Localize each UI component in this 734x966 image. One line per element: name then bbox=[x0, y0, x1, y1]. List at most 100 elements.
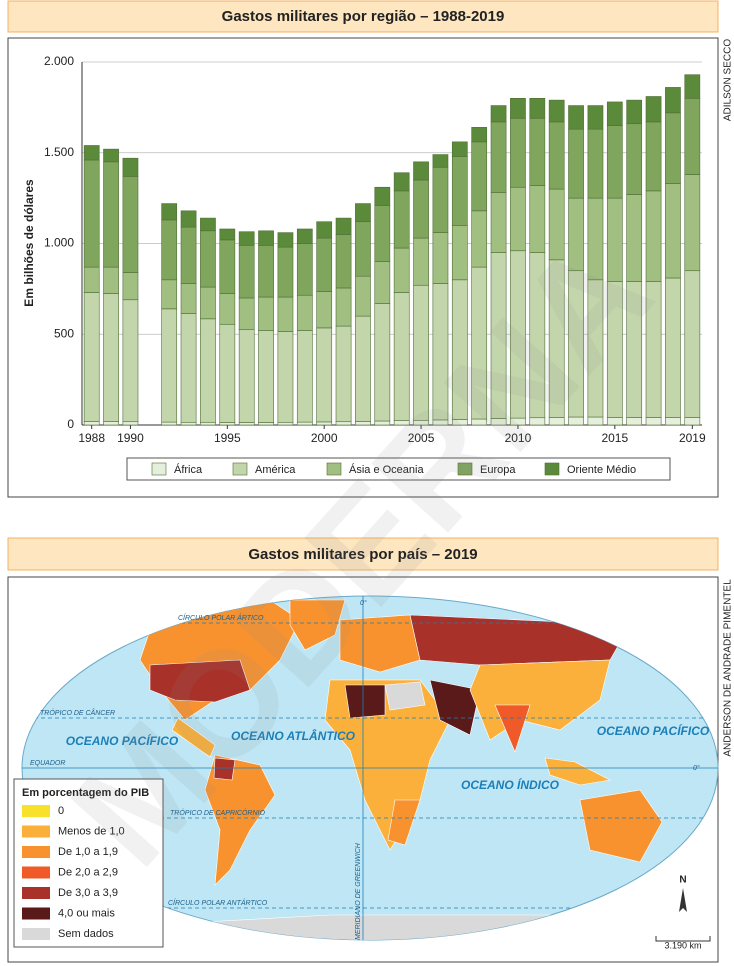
legend-label: De 3,0 a 3,9 bbox=[58, 887, 118, 899]
bar-segment bbox=[529, 117, 546, 186]
legend-label: Menos de 1,0 bbox=[58, 825, 125, 837]
credit: ANDERSON DE ANDRADE PIMENTEL bbox=[723, 579, 734, 757]
bar-segment bbox=[510, 117, 526, 188]
bar-segment bbox=[645, 190, 662, 282]
bar-segment bbox=[258, 230, 274, 246]
bar-segment bbox=[258, 422, 274, 426]
bar-segment bbox=[665, 87, 681, 114]
ocean-label: OCEANO PACÍFICO bbox=[597, 723, 710, 738]
bar-segment bbox=[161, 279, 178, 310]
legend-swatch bbox=[22, 825, 50, 838]
bar-segment bbox=[471, 141, 488, 212]
bar-segment bbox=[568, 128, 584, 199]
legend-label: 0 bbox=[58, 805, 64, 817]
bar-segment bbox=[471, 210, 488, 268]
bar-segment bbox=[548, 121, 565, 190]
bar-segment bbox=[335, 287, 352, 327]
bar-segment bbox=[258, 296, 274, 331]
chart-title: Gastos militares por região – 1988-2019 bbox=[222, 8, 505, 25]
bar-segment bbox=[258, 245, 274, 298]
legend-label: De 2,0 a 2,9 bbox=[58, 866, 118, 878]
bar-segment bbox=[626, 123, 643, 195]
australia bbox=[579, 789, 663, 863]
bar-segment bbox=[451, 225, 468, 281]
bar-segment bbox=[510, 186, 526, 252]
degree: 0° bbox=[693, 764, 700, 772]
bar-segment bbox=[451, 141, 468, 157]
libya bbox=[384, 681, 426, 711]
header bbox=[7, 537, 719, 571]
legend-swatch bbox=[151, 462, 167, 476]
legend-label: 4,0 ou mais bbox=[58, 907, 115, 919]
colombia bbox=[213, 757, 236, 781]
bar-segment bbox=[587, 105, 604, 130]
bar-segment bbox=[684, 174, 701, 272]
bar-segment bbox=[645, 121, 662, 192]
bar-segment bbox=[316, 327, 333, 423]
bar-segment bbox=[606, 125, 623, 199]
bar-segment bbox=[122, 176, 139, 273]
middle-east bbox=[429, 679, 481, 736]
bar-segment bbox=[316, 237, 333, 292]
x-tick-label: 2019 bbox=[679, 431, 706, 445]
bar-segment bbox=[510, 98, 526, 119]
legend-label: Europa bbox=[480, 464, 516, 476]
bar-segment bbox=[335, 325, 352, 423]
bar-segment bbox=[277, 421, 294, 426]
bar-segment bbox=[296, 294, 313, 331]
x-tick-label: 2005 bbox=[408, 431, 435, 445]
bar-segment bbox=[665, 417, 681, 426]
north-arrow bbox=[679, 888, 687, 912]
bar-segment bbox=[548, 99, 565, 123]
bar-segment bbox=[180, 313, 197, 423]
bar-segment bbox=[296, 243, 313, 296]
bar-segment bbox=[122, 421, 139, 426]
bar-segment bbox=[103, 266, 119, 294]
bar-segment bbox=[490, 121, 507, 193]
line-label: EQUADOR bbox=[30, 760, 65, 767]
bar-segment bbox=[296, 421, 313, 426]
bar-segment bbox=[161, 421, 178, 426]
bar-segment bbox=[277, 246, 294, 298]
bar-segment bbox=[413, 179, 429, 239]
bar-segment bbox=[219, 239, 236, 294]
legend-label: De 1,0 a 1,9 bbox=[58, 846, 118, 858]
bar-segment bbox=[606, 417, 623, 426]
bar-segment bbox=[355, 315, 371, 422]
line-label: TRÓPICO DE CÂNCER bbox=[40, 708, 115, 717]
legend-swatch bbox=[22, 928, 50, 940]
legend-swatch bbox=[232, 462, 248, 476]
central-america bbox=[171, 717, 216, 758]
line-label: MERIDIANO DE GREENWICH bbox=[355, 842, 362, 940]
greenland bbox=[289, 599, 346, 651]
bar-segment bbox=[355, 203, 371, 223]
bar-segment bbox=[568, 105, 584, 130]
bar-segment bbox=[180, 283, 197, 314]
bar-segment bbox=[83, 292, 100, 422]
bar-segment bbox=[161, 203, 178, 221]
bar-segment bbox=[355, 275, 371, 317]
legend-label: América bbox=[255, 464, 296, 476]
bar-segment bbox=[432, 166, 449, 233]
bar-segment bbox=[335, 234, 352, 289]
degree: 0° bbox=[360, 599, 367, 607]
bar-segment bbox=[335, 217, 352, 235]
bar-segment bbox=[277, 296, 294, 332]
bar-segment bbox=[122, 272, 139, 301]
land bbox=[139, 599, 663, 940]
bar-segment bbox=[684, 270, 701, 418]
map-title: Gastos militares por país – 2019 bbox=[248, 546, 477, 563]
bar-segment bbox=[684, 74, 701, 99]
bar-segment bbox=[238, 297, 255, 331]
y-tick-label: 0 bbox=[67, 417, 74, 431]
bar-segment bbox=[161, 308, 178, 423]
legend-label: África bbox=[174, 463, 203, 476]
legend-swatch bbox=[22, 846, 50, 858]
x-tick-label: 1988 bbox=[78, 431, 105, 445]
bar-segment bbox=[626, 417, 643, 426]
bar-segment bbox=[238, 231, 255, 246]
bar-segment bbox=[645, 96, 662, 123]
bar-segment bbox=[83, 145, 100, 161]
